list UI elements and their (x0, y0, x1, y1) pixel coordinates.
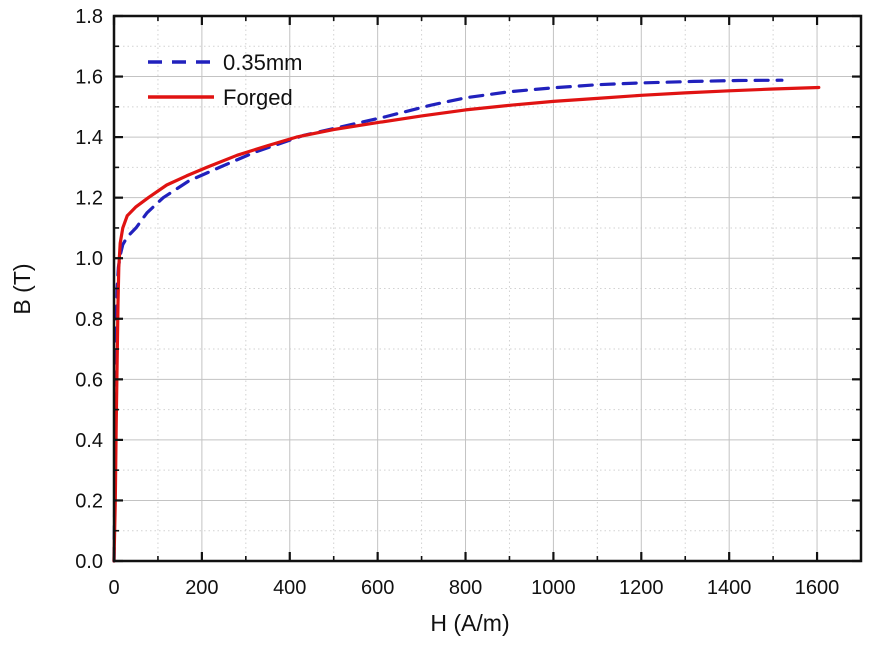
y-axis-tick-label: 1.8 (75, 6, 103, 28)
y-axis-tick-label: 1.6 (75, 67, 103, 89)
legend-label-forged: Forged (223, 85, 293, 110)
x-axis-tick-label: 1600 (795, 577, 840, 599)
series-line-0.35mm (112, 78, 784, 563)
tick-layer (112, 14, 861, 563)
legend-label-035mm: 0.35mm (223, 50, 302, 75)
y-axis-tick-label: 1.2 (75, 188, 103, 210)
y-axis-tick-label: 0.4 (75, 430, 103, 452)
y-axis-tick-label: 1.0 (75, 248, 103, 270)
y-axis-title: B (T) (9, 263, 35, 314)
x-axis-tick-label: 1000 (531, 577, 576, 599)
series-line-Forged (112, 85, 821, 563)
series-layer (112, 78, 821, 563)
legend: 0.35mm Forged (148, 50, 302, 110)
x-axis-tick-label: 800 (449, 577, 482, 599)
grid-layer (114, 16, 861, 561)
x-axis-tick-label: 1200 (619, 577, 664, 599)
y-axis-tick-label: 0.0 (75, 551, 103, 573)
y-axis-tick-label: 1.4 (75, 127, 103, 149)
y-axis-tick-label: 0.8 (75, 309, 103, 331)
x-axis-tick-label: 600 (361, 577, 394, 599)
x-axis-tick-label: 400 (273, 577, 306, 599)
tick-label-layer: 0 200 400 600 800 1000 1200 1400 1600 0.0 0.2 0.4 0.… (75, 6, 839, 599)
y-axis-tick-label: 0.6 (75, 369, 103, 391)
x-axis-title: H (A/m) (430, 610, 509, 636)
y-axis-tick-label: 0.2 (75, 490, 103, 512)
x-axis-tick-label: 1400 (707, 577, 752, 599)
x-axis-tick-label: 200 (185, 577, 218, 599)
x-axis-tick-label: 0 (108, 577, 119, 599)
